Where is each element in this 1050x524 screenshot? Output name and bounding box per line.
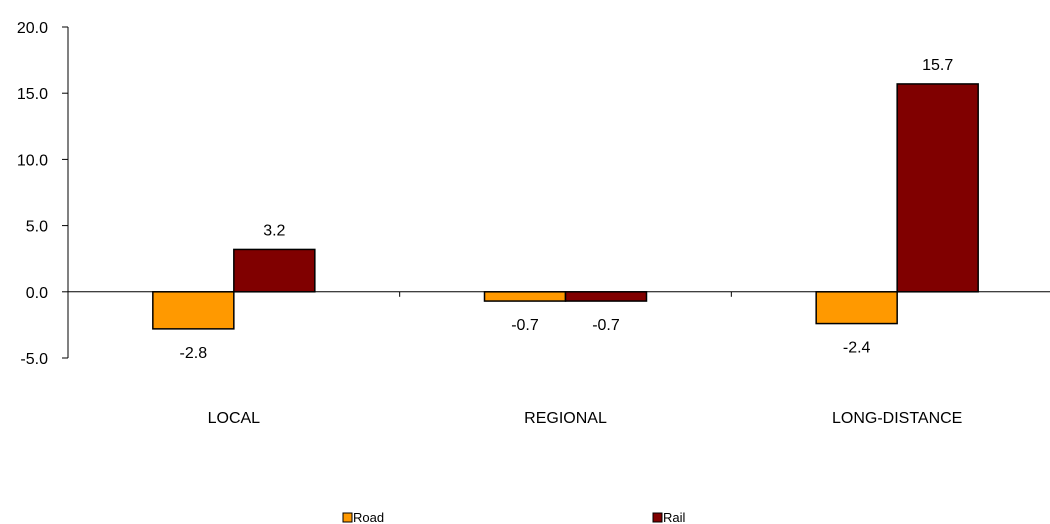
data-label: 15.7 [922,57,953,74]
y-tick-label: -5.0 [20,351,48,368]
category-label: REGIONAL [524,410,607,427]
bar-road-long-distance [815,291,898,325]
category-label: LOCAL [208,410,261,427]
category-label: LONG-DISTANCE [832,410,962,427]
bars [152,83,979,330]
bar-rail-long-distance [896,83,979,293]
data-label: 3.2 [263,222,285,239]
bar-road-local [152,291,235,330]
legend-swatch [342,512,353,523]
data-label: -2.8 [180,345,208,362]
legend: Road Rail [342,510,686,524]
bar-road-regional [483,291,567,302]
data-labels: -2.8 3.2 -0.7 -0.7 -2.4 15.7 [180,57,954,362]
y-tick-label: 20.0 [17,20,48,37]
data-label: -0.7 [511,317,539,334]
legend-label: Road [353,510,384,524]
y-tick-label: 0.0 [26,285,48,302]
legend-label: Rail [663,510,686,524]
y-tick-label: 15.0 [17,86,48,103]
data-label: -0.7 [592,317,620,334]
bar-rail-local [233,248,316,293]
bar-rail-regional [564,291,648,302]
data-label: -2.4 [843,340,871,357]
y-tick-label: 5.0 [26,219,48,236]
legend-swatch [652,512,663,523]
y-tick-label: 10.0 [17,152,48,169]
axes: 20.0 15.0 10.0 5.0 0.0 -5.0 LOCAL REGIONAL LONG-… [17,20,1050,427]
